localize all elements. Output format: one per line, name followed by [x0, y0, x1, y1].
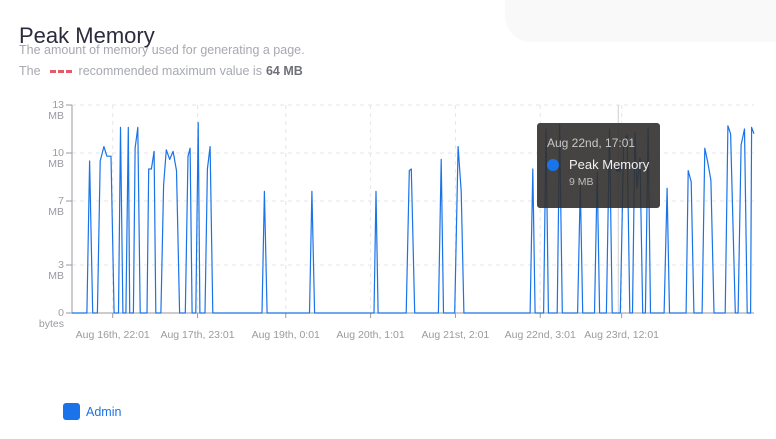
y-tick-label: 10	[52, 147, 64, 159]
legend-swatch-icon[interactable]	[63, 403, 80, 420]
series-line-peak-memory	[72, 122, 755, 314]
chart-description: The amount of memory used for generating…	[19, 43, 305, 57]
chart-tooltip: Aug 22nd, 17:01 Peak Memory 9 MB	[537, 123, 660, 208]
x-tick-label: Aug 20th, 1:01	[336, 329, 404, 341]
y-tick-label: 0	[58, 307, 64, 319]
y-tick-unit: bytes	[39, 318, 64, 330]
threshold-note: The recommended maximum value is 64 MB	[19, 64, 303, 78]
y-tick-unit: MB	[48, 270, 64, 282]
background-card	[505, 0, 776, 42]
tooltip-value: 9 MB	[569, 176, 594, 188]
y-tick-unit: MB	[48, 110, 64, 122]
x-tick-label: Aug 23rd, 12:01	[584, 329, 659, 341]
threshold-value: 64 MB	[265, 64, 303, 78]
x-tick-label: Aug 21st, 2:01	[422, 329, 490, 341]
legend-item-admin[interactable]: Admin	[63, 403, 121, 420]
y-tick-label: 7	[58, 195, 64, 207]
y-tick-unit: MB	[48, 206, 64, 218]
page-title: Peak Memory	[19, 22, 155, 48]
x-tick-label: Aug 17th, 23:01	[160, 329, 234, 341]
x-tick-label: Aug 16th, 22:01	[76, 329, 150, 341]
x-tick-label: Aug 19th, 0:01	[252, 329, 320, 341]
threshold-note-text: recommended maximum value is	[78, 64, 262, 78]
threshold-dash-icon	[49, 69, 72, 73]
tooltip-series-dot-icon	[547, 158, 559, 171]
legend-label[interactable]: Admin	[86, 404, 122, 419]
y-tick-label: 3	[58, 259, 64, 271]
x-tick-label: Aug 22nd, 3:01	[505, 329, 576, 341]
tooltip-series-name: Peak Memory	[569, 157, 650, 172]
tooltip-date: Aug 22nd, 17:01	[547, 136, 636, 150]
threshold-note-prefix: The	[19, 64, 41, 78]
y-tick-unit: MB	[48, 158, 64, 170]
y-tick-label: 13	[52, 99, 64, 111]
